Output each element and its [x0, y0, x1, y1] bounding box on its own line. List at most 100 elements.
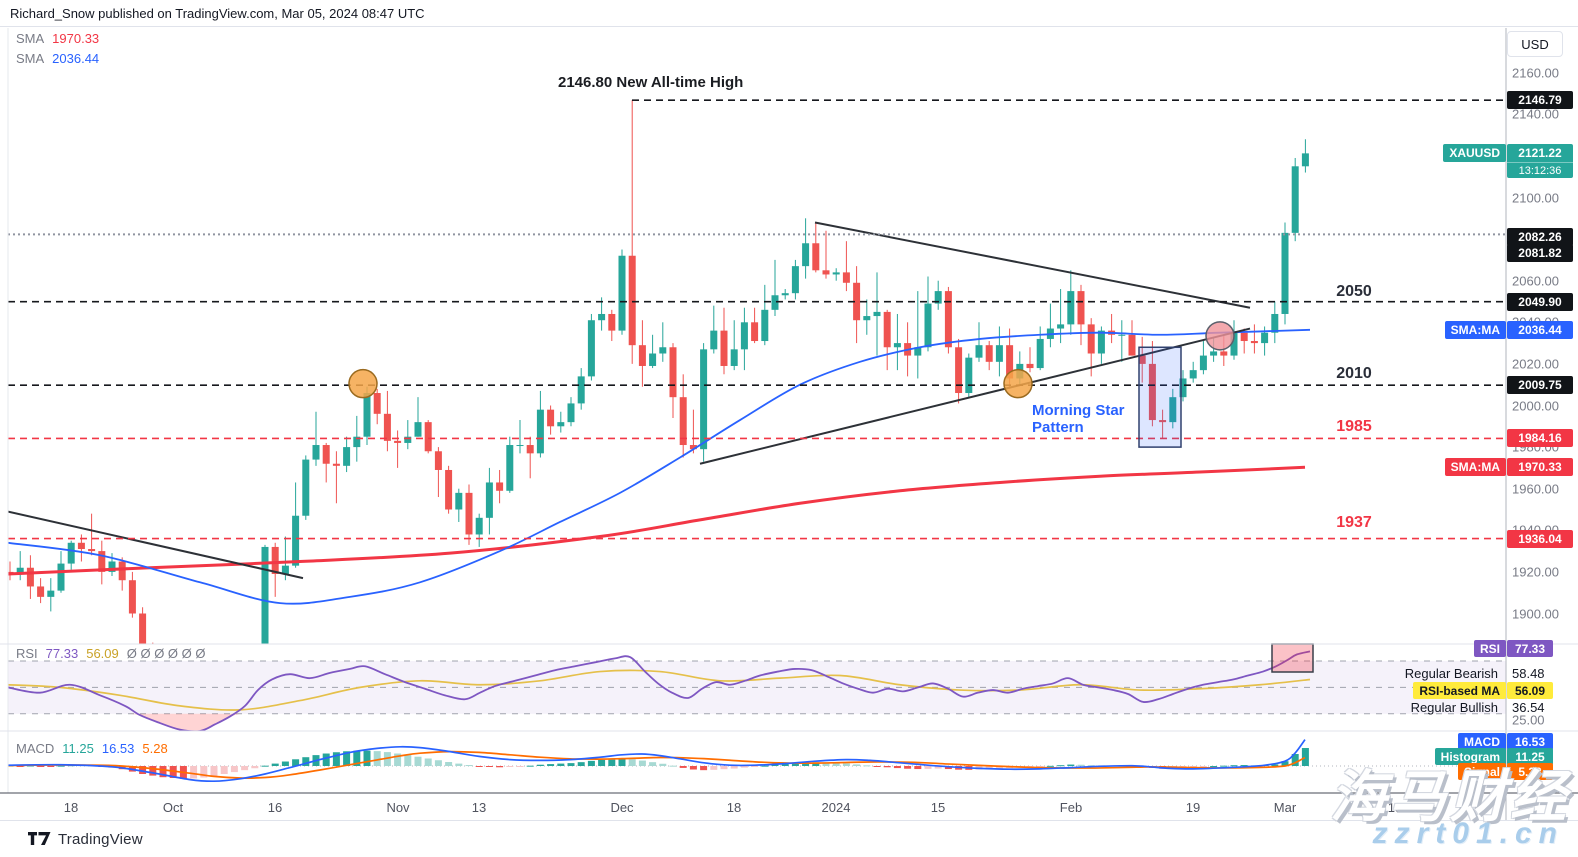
price-level-label: 2081.82 — [1507, 244, 1573, 263]
rsi-row-value: 56.09 — [1507, 682, 1553, 699]
last-price-label: 2121.22 13:12:36 — [1507, 144, 1573, 179]
y-axis-tick: 2100.00 — [1512, 190, 1559, 205]
sma-label: SMA — [16, 51, 45, 66]
rsi-row-tag: RSI-based MA — [1413, 682, 1506, 699]
macd-line-value: 16.53 — [101, 741, 135, 756]
highlight-circle — [1205, 321, 1235, 351]
rsi-status-value: 58.48 — [1512, 666, 1545, 681]
x-axis-tick: Nov — [386, 800, 410, 815]
y-axis-tick: 1920.00 — [1512, 564, 1559, 580]
macd-pane[interactable] — [8, 732, 1506, 793]
x-axis-tick: 18 — [1387, 800, 1403, 815]
level-text-annotation[interactable]: 1985 — [1336, 418, 1372, 435]
macd-pane-graphics — [8, 739, 1506, 783]
price-level-label: 1984.16 — [1507, 429, 1573, 448]
rsi-axis-tick: 25.00 — [1512, 712, 1545, 728]
trendline — [8, 510, 304, 580]
y-axis-tick: 2160.00 — [1512, 65, 1559, 81]
sma-label: SMA — [16, 31, 45, 46]
x-axis-tick: Mar — [1273, 800, 1297, 815]
macd-title: MACD — [16, 741, 55, 756]
macd-row-tag: MACD — [1458, 733, 1506, 750]
rsi-ma-line — [8, 669, 1311, 711]
level-text-annotation[interactable]: 2010 — [1336, 365, 1372, 382]
sma-slow-legend[interactable]: SMA 2036.44 — [16, 51, 99, 66]
price-pane[interactable] — [8, 28, 1506, 644]
x-axis-tick: 13 — [471, 800, 487, 815]
footer-bar: TradingView — [0, 820, 1578, 857]
tradingview-logo-text[interactable]: TradingView — [58, 830, 143, 848]
x-axis-tick: Dec — [610, 800, 634, 815]
trendline — [814, 221, 1251, 309]
price-level-label: 1936.04 — [1507, 529, 1573, 548]
rsi-oversold-fill — [130, 713, 240, 731]
rsi-legend[interactable]: RSI 77.33 56.09 Ø Ø Ø Ø Ø Ø — [16, 646, 206, 661]
rsi-pane-graphics — [8, 650, 1506, 731]
watermark-cn: 海马财经 — [1330, 765, 1570, 828]
macd-legend[interactable]: MACD 11.25 16.53 5.28 — [16, 741, 168, 756]
tradingview-logo-icon[interactable] — [28, 832, 51, 846]
morning-star-box — [1138, 346, 1182, 448]
macd-hist-value: 11.25 — [62, 741, 94, 756]
sma-tag: SMA:MA — [1444, 320, 1506, 339]
symbol-tag: XAUUSD — [1443, 144, 1506, 163]
price-level-label: 2049.90 — [1507, 292, 1573, 311]
y-axis-tick: 1900.00 — [1512, 606, 1559, 621]
rsi-status-label: Regular Bearish — [1404, 666, 1498, 681]
rsi-status-value: 36.54 — [1512, 700, 1545, 715]
macd-row-value: 11.25 — [1507, 748, 1553, 765]
y-axis-tick: 1960.00 — [1512, 481, 1559, 497]
macd-row-value: 16.53 — [1507, 733, 1553, 750]
y-axis-tick: 2000.00 — [1512, 398, 1559, 413]
currency-button[interactable]: USD — [1507, 31, 1563, 57]
x-axis-tick: Feb — [1059, 800, 1083, 815]
x-axis-tick: Oct — [162, 800, 184, 815]
watermark-site: zzrt01.cn — [1372, 817, 1564, 850]
sma-slow-value: 2036.44 — [52, 51, 100, 66]
price-level-label: 2082.26 — [1507, 228, 1573, 247]
x-axis-tick: 19 — [1185, 800, 1201, 815]
sma-slow-line — [8, 328, 1311, 605]
x-axis-tick: 2024 — [821, 800, 851, 815]
price-level-label: 2146.79 — [1507, 91, 1573, 110]
rsi-status-label: Regular Bullish — [1410, 700, 1498, 715]
x-axis-tick: 18 — [726, 800, 742, 815]
rsi-ma-value: 56.09 — [86, 646, 119, 661]
macd-row-tag: Signal — [1457, 763, 1506, 780]
sma-price-label: 2036.44 — [1507, 320, 1573, 339]
morning-star-annotation[interactable]: Morning Star Pattern — [1032, 402, 1125, 436]
x-axis-tick: 15 — [930, 800, 946, 815]
rsi-row-tag: RSI — [1473, 640, 1506, 657]
rsi-value: 77.33 — [45, 646, 79, 661]
rsi-pane[interactable] — [8, 645, 1506, 731]
trendline — [699, 327, 1251, 465]
macd-signal-value: 5.28 — [142, 741, 168, 756]
y-axis-tick: 2140.00 — [1512, 106, 1559, 122]
sma-fast-line — [8, 465, 1306, 576]
sma-fast-value: 1970.33 — [52, 31, 100, 46]
highlight-circle — [348, 368, 378, 399]
sma-price-label: 1970.33 — [1507, 458, 1573, 477]
ath-annotation[interactable]: 2146.80 New All-time High — [558, 74, 744, 91]
x-axis-tick: 16 — [267, 800, 283, 815]
rsi-title: RSI — [16, 646, 38, 661]
price-pane-graphics — [8, 99, 1506, 644]
y-axis-tick: 2020.00 — [1512, 356, 1559, 372]
sma-tag: SMA:MA — [1444, 458, 1506, 477]
publish-info: Richard_Snow published on TradingView.co… — [10, 5, 425, 21]
rsi-line — [8, 650, 1311, 731]
rsi-empty-values: Ø Ø Ø Ø Ø Ø — [126, 646, 206, 661]
macd-line — [8, 739, 1306, 783]
level-text-annotation[interactable]: 2050 — [1336, 283, 1372, 300]
header-bar: Richard_Snow published on TradingView.co… — [0, 0, 1578, 27]
sma-fast-legend[interactable]: SMA 1970.33 — [16, 31, 99, 46]
price-level-label: 2009.75 — [1507, 376, 1573, 395]
macd-row-value: 5.28 — [1507, 763, 1553, 780]
rsi-row-value: 77.33 — [1507, 640, 1553, 657]
y-axis-tick: 2060.00 — [1512, 273, 1559, 289]
macd-row-tag: Histogram — [1434, 748, 1506, 765]
level-text-annotation[interactable]: 1937 — [1336, 514, 1372, 531]
x-axis-tick: 18 — [63, 800, 79, 815]
